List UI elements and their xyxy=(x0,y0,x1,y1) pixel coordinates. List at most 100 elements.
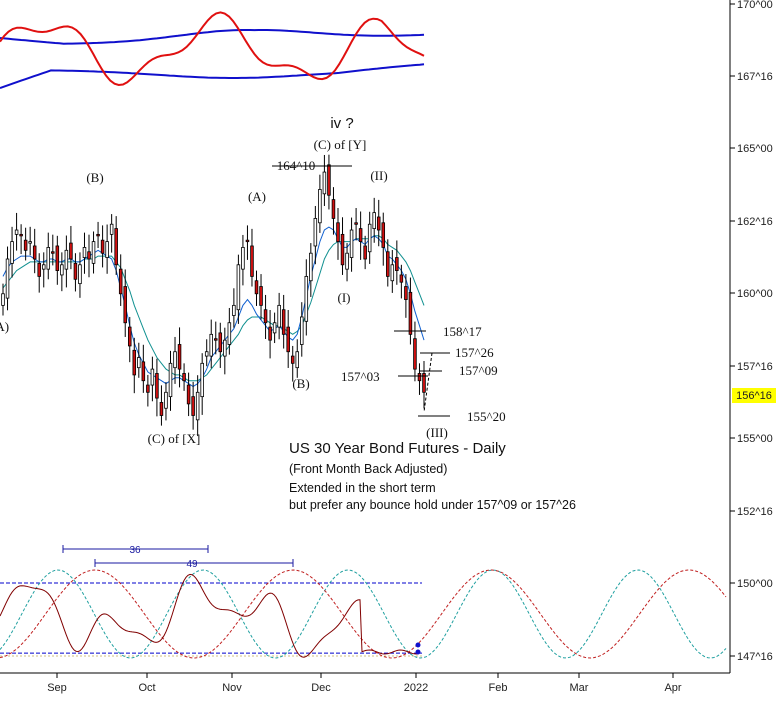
current-price-label: 156^16 xyxy=(736,390,772,402)
candle-body xyxy=(137,357,141,369)
candle-body xyxy=(46,247,51,270)
candle-body xyxy=(318,189,322,224)
candle-body xyxy=(358,228,363,243)
price-tick-label: 157^16 xyxy=(737,361,773,373)
candle-body xyxy=(386,251,390,277)
wave-label-III: (III) xyxy=(426,425,448,440)
candle-body xyxy=(313,218,318,247)
candle-body xyxy=(345,252,349,270)
cycle-span-36-label: 36 xyxy=(129,545,141,556)
candle-body xyxy=(395,257,399,271)
candle-body xyxy=(390,264,395,282)
time-tick-label: Nov xyxy=(222,682,242,694)
price-tick-label: 165^00 xyxy=(737,143,773,155)
candle-body xyxy=(168,362,173,398)
candle-body xyxy=(109,223,114,235)
wave-label-I: (I) xyxy=(338,290,351,305)
price-label-157-26: 157^26 xyxy=(455,345,494,360)
oscillator-lower-band xyxy=(0,63,425,90)
candle-body xyxy=(159,402,164,416)
candle-body xyxy=(268,326,272,341)
candle-body xyxy=(182,373,186,382)
candle-body xyxy=(381,222,386,248)
cycle-indicator-line xyxy=(0,573,419,658)
candle-body xyxy=(173,351,177,369)
price-label-164-10: 164^10 xyxy=(277,158,316,173)
price-label-155-20: 155^20 xyxy=(467,409,506,424)
current-price-badge xyxy=(732,388,776,403)
candle-body xyxy=(336,222,340,243)
cycle-span-markers xyxy=(62,545,294,567)
price-tick-label: 155^00 xyxy=(737,433,773,445)
cycle-panel xyxy=(0,569,727,659)
moving-averages xyxy=(2,226,425,388)
candle-body xyxy=(259,286,263,306)
wave-label-c-of-x: (C) of [X] xyxy=(148,431,201,446)
ma-fast-line xyxy=(2,226,425,388)
cycle-wave-36 xyxy=(0,569,727,659)
candle-body xyxy=(32,245,37,260)
level-marks xyxy=(272,165,450,417)
candle-body xyxy=(10,241,14,264)
candle-body xyxy=(91,241,96,264)
candle-body xyxy=(232,304,236,316)
candle-body xyxy=(51,251,55,254)
time-axis: Sep Oct Nov Dec 2022 Feb Mar Apr xyxy=(47,673,682,694)
wave-label-B-left: (B) xyxy=(86,170,103,185)
chart-subtitle: (Front Month Back Adjusted) xyxy=(289,462,447,476)
candle-body xyxy=(64,249,69,270)
price-tick-label: 167^16 xyxy=(737,71,773,83)
candle-body xyxy=(236,264,241,311)
price-label-158-17: 158^17 xyxy=(443,324,482,339)
candle-body xyxy=(331,199,336,219)
cycle-marker-lower xyxy=(415,649,421,655)
wave-label-c-of-y: (C) of [Y] xyxy=(314,137,367,152)
candle-body xyxy=(340,233,345,266)
candle-body xyxy=(177,344,182,370)
candle-body xyxy=(73,262,78,280)
candle-body xyxy=(413,338,417,370)
note-line-1: Extended in the short term xyxy=(289,481,436,495)
candle-body xyxy=(146,384,150,393)
time-tick-label: Feb xyxy=(489,682,508,694)
candle-body xyxy=(1,293,5,306)
candle-body xyxy=(209,333,213,357)
wave-label-A-left: (A) xyxy=(0,319,9,334)
time-tick-label: Dec xyxy=(311,682,331,694)
candle-body xyxy=(204,351,209,357)
candle-body xyxy=(23,239,28,251)
candle-body xyxy=(96,233,100,237)
candle-body xyxy=(254,280,259,295)
candle-body xyxy=(214,338,218,341)
note-line-2: but prefer any bounce hold under 157^09 … xyxy=(289,498,576,512)
candle-body xyxy=(422,373,426,393)
price-label-157-09: 157^09 xyxy=(459,363,498,378)
candle-body xyxy=(191,396,195,416)
candle-body xyxy=(354,222,358,225)
candle-body xyxy=(295,351,300,369)
candle-body xyxy=(363,245,367,260)
candle-body xyxy=(195,391,200,421)
candle-body xyxy=(218,332,223,353)
time-tick-label: Oct xyxy=(138,682,155,694)
candle-body xyxy=(227,322,232,345)
candle-body xyxy=(250,245,254,277)
candle-body xyxy=(100,239,105,254)
candle-body xyxy=(272,322,277,334)
candle-body xyxy=(37,262,41,277)
candle-body xyxy=(114,228,118,266)
candle-body xyxy=(14,229,19,235)
candle-body xyxy=(82,247,87,258)
candle-body xyxy=(123,286,127,324)
candle-body xyxy=(245,239,250,243)
candle-body xyxy=(41,264,46,270)
candle-body xyxy=(290,355,295,364)
candle-body xyxy=(155,373,159,399)
candle-body xyxy=(300,316,304,345)
price-tick-label: 160^00 xyxy=(737,288,773,300)
wave-label-A-mid: (A) xyxy=(248,189,266,204)
candle-body xyxy=(60,264,64,276)
price-tick-label: 152^16 xyxy=(737,506,773,518)
price-tick-label: 162^16 xyxy=(737,216,773,228)
